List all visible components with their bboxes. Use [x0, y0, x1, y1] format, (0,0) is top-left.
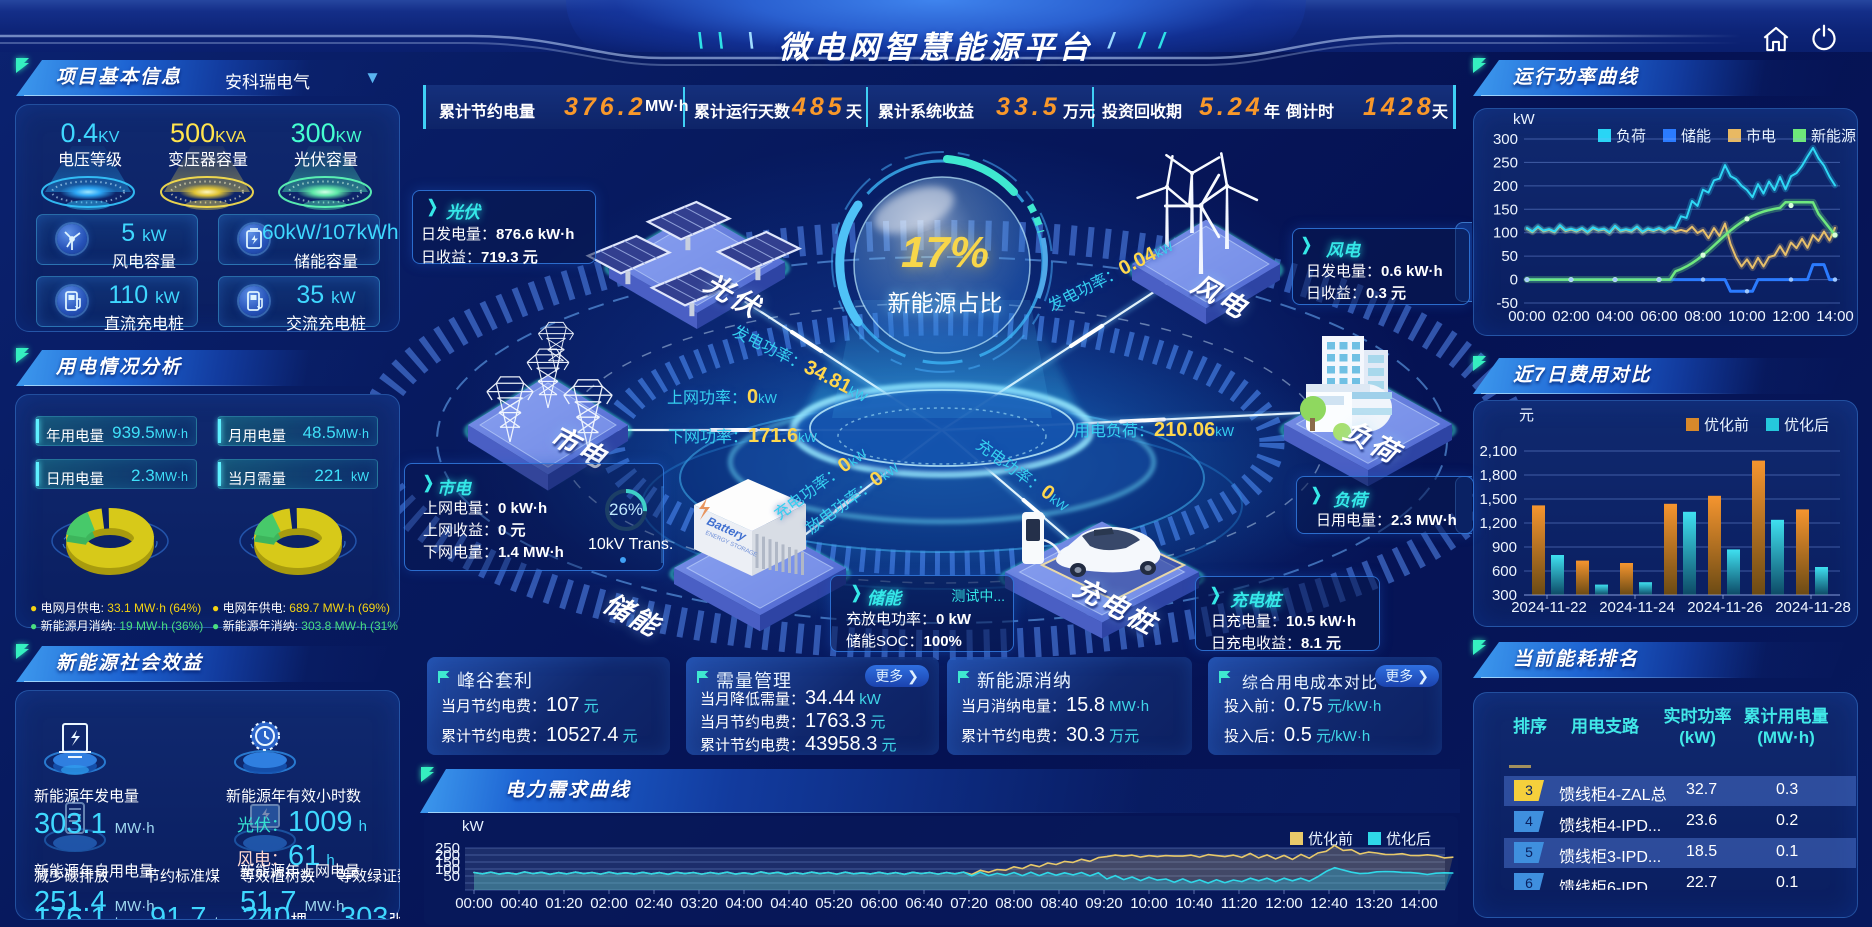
svg-text:02:00: 02:00 — [1552, 308, 1590, 325]
svg-text:1,800: 1,800 — [1479, 467, 1517, 484]
svg-text:05:20: 05:20 — [815, 895, 853, 912]
svg-text:300: 300 — [1492, 587, 1517, 604]
svg-text:01:20: 01:20 — [545, 895, 583, 912]
svg-text:00:40: 00:40 — [500, 895, 538, 912]
svg-text:2024-11-28: 2024-11-28 — [1775, 599, 1851, 616]
svg-text:250: 250 — [1493, 154, 1518, 171]
svg-text:03:20: 03:20 — [680, 895, 718, 912]
svg-text:200: 200 — [1493, 178, 1518, 195]
svg-text:04:00: 04:00 — [1596, 308, 1634, 325]
svg-text:12:00: 12:00 — [1772, 308, 1810, 325]
svg-text:00:00: 00:00 — [455, 895, 493, 912]
svg-text:02:40: 02:40 — [635, 895, 673, 912]
svg-text:08:00: 08:00 — [1684, 308, 1722, 325]
svg-text:04:40: 04:40 — [770, 895, 808, 912]
svg-text:10:40: 10:40 — [1175, 895, 1213, 912]
svg-text:2024-11-24: 2024-11-24 — [1599, 599, 1675, 616]
svg-text:08:40: 08:40 — [1040, 895, 1078, 912]
svg-text:12:00: 12:00 — [1265, 895, 1303, 912]
svg-text:100: 100 — [435, 861, 460, 878]
svg-text:-50: -50 — [1496, 295, 1518, 312]
svg-text:07:20: 07:20 — [950, 895, 988, 912]
svg-text:2024-11-26: 2024-11-26 — [1687, 599, 1763, 616]
svg-text:2,100: 2,100 — [1479, 443, 1517, 460]
svg-text:02:00: 02:00 — [590, 895, 628, 912]
svg-text:06:00: 06:00 — [1640, 308, 1678, 325]
svg-text:200: 200 — [435, 847, 460, 864]
svg-text:ENERGY STORAGE: ENERGY STORAGE — [704, 530, 758, 558]
svg-text:09:20: 09:20 — [1085, 895, 1123, 912]
svg-text:1,200: 1,200 — [1479, 515, 1517, 532]
svg-text:150: 150 — [1493, 201, 1518, 218]
svg-text:Battery: Battery — [705, 514, 750, 544]
svg-text:06:00: 06:00 — [860, 895, 898, 912]
svg-text:08:00: 08:00 — [995, 895, 1033, 912]
svg-text:50: 50 — [1501, 248, 1518, 265]
svg-text:12:40: 12:40 — [1310, 895, 1348, 912]
svg-text:0: 0 — [1510, 272, 1518, 289]
svg-text:10:00: 10:00 — [1728, 308, 1766, 325]
svg-text:04:00: 04:00 — [725, 895, 763, 912]
svg-text:50: 50 — [443, 868, 460, 885]
svg-text:10:00: 10:00 — [1130, 895, 1168, 912]
svg-text:900: 900 — [1492, 539, 1517, 556]
svg-text:300: 300 — [1493, 131, 1518, 148]
svg-text:06:40: 06:40 — [905, 895, 943, 912]
svg-text:2024-11-22: 2024-11-22 — [1511, 599, 1587, 616]
svg-text:100: 100 — [1493, 225, 1518, 242]
svg-text:600: 600 — [1492, 563, 1517, 580]
svg-text:13:20: 13:20 — [1355, 895, 1393, 912]
svg-text:00:00: 00:00 — [1508, 308, 1546, 325]
svg-text:14:00: 14:00 — [1400, 895, 1438, 912]
svg-text:150: 150 — [435, 854, 460, 871]
svg-text:14:00: 14:00 — [1816, 308, 1854, 325]
svg-text:11:20: 11:20 — [1221, 895, 1257, 912]
svg-text:1,500: 1,500 — [1479, 491, 1517, 508]
svg-text:250: 250 — [435, 840, 460, 857]
